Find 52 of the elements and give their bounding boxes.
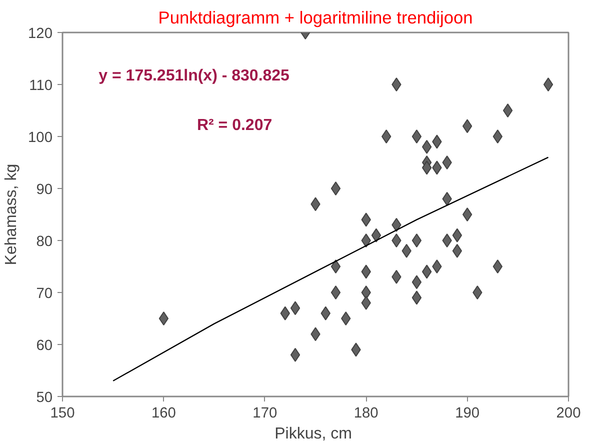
point [412,275,422,290]
point [330,182,341,196]
annotation: y = 175.251ln(x) - 830.825 [98,68,290,85]
point [290,348,300,362]
chart-title: Punktdiagramm + logaritmiline trendijoon [158,8,473,28]
point [442,156,452,170]
point [422,160,432,175]
point [472,286,482,300]
point [432,260,442,274]
point [392,234,402,248]
point [412,130,422,144]
x-tick-label: 160 [151,406,176,422]
x-tick-label: 200 [556,406,581,422]
point [422,140,432,154]
line-series [112,156,549,382]
x-tick-label: 170 [252,406,278,422]
point [341,312,351,326]
point [158,312,169,326]
x-tick-label: 190 [455,406,480,422]
y-tick-label: 50 [36,390,53,406]
point [361,234,371,248]
point [412,290,422,305]
point [412,234,422,248]
y-tick-label: 110 [29,78,53,94]
point [422,264,432,279]
point [361,286,371,300]
point [462,119,472,134]
y-tick-label: 80 [36,234,53,250]
point [290,301,300,316]
point [452,228,462,242]
x-axis-title: Pikkus, cm [274,426,352,442]
point [392,78,402,92]
y-tick-label: 100 [28,130,53,146]
y-tick-label: 70 [36,286,53,302]
point [492,130,502,144]
y-axis-title: Kehamass, kg [3,164,20,266]
point [543,78,554,92]
point [502,104,513,118]
x-tick-label: 180 [354,406,378,422]
point [452,244,462,258]
point [382,130,392,144]
point [330,286,341,300]
y-tick-label: 120 [28,26,53,42]
annotation: R² = 0.207 [196,116,272,134]
point [492,260,502,274]
point [442,234,452,248]
y-tick-label: 60 [36,338,53,354]
y-tick-label: 90 [36,182,53,198]
point [371,228,382,242]
x-tick-label: 150 [50,406,75,422]
point [330,260,341,274]
point [462,208,472,222]
